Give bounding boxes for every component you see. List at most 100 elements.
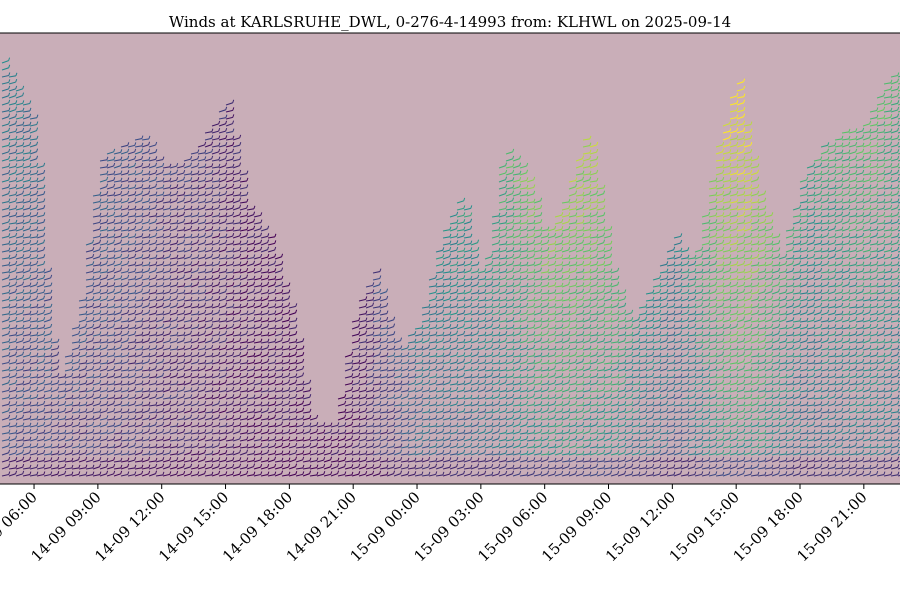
wind-barb-flag [85,456,88,461]
wind-barb-flag [8,120,11,125]
wind-barb [92,417,100,421]
wind-barb-flag [232,331,235,335]
wind-barb [1,257,9,260]
wind-barb-flag [197,471,200,475]
wind-barb [169,257,177,260]
wind-barb [183,354,191,358]
wind-barb [50,467,59,470]
wind-barb [85,452,93,456]
wind-barb [15,137,23,141]
wind-barb-flag [43,330,46,335]
wind-barb [71,467,79,470]
wind-barb-flag [225,183,228,187]
wind-barb-flag [162,275,165,279]
wind-barb [253,396,261,400]
wind-barb-flag [141,470,144,475]
wind-barb-flag [29,247,32,251]
wind-barb-flag [155,351,158,356]
wind-barb-flag [225,155,228,159]
wind-barb-flag [64,407,67,412]
wind-barb [253,453,262,456]
wind-barb-flag [127,260,130,265]
wind-barb [211,235,219,239]
wind-barb [50,446,59,449]
wind-barb-flag [127,345,130,349]
wind-barb-flag [260,310,263,315]
wind-barb-flag [85,408,88,412]
wind-barb-flag [183,435,186,440]
wind-barb [267,305,275,309]
wind-barb-flag [155,345,158,349]
wind-barb [260,298,268,302]
wind-barb-flag [36,386,39,390]
wind-barb [232,222,240,225]
wind-barb-flag [36,435,39,440]
wind-barb-flag [225,288,228,292]
wind-barb-flag [204,365,207,369]
wind-barb-flag [169,394,172,398]
wind-barb [190,284,198,288]
wind-barb-flag [162,225,165,230]
wind-barb [1,74,9,78]
wind-barb-flag [183,380,186,385]
wind-barb [127,158,135,162]
wind-barb-flag [162,415,165,419]
wind-barb [1,102,9,106]
wind-barb-flag [162,401,165,405]
wind-barb-flag [204,422,207,426]
wind-barb [190,347,198,351]
wind-barb [8,284,16,288]
wind-barb [120,270,128,274]
wind-barb [169,263,177,267]
wind-barb [99,396,107,400]
wind-barb [134,424,142,428]
wind-barb-flag [190,344,193,349]
wind-barb [260,418,269,421]
wind-barb-flag [225,282,228,286]
wind-barb [8,242,16,246]
wind-barb-flag [106,289,109,293]
wind-barb-flag [36,127,39,131]
wind-barb-flag [92,330,95,335]
wind-barb-flag [64,435,67,439]
wind-barb [29,277,37,281]
wind-barb-flag [15,128,18,132]
wind-barb [64,424,72,428]
wind-barb-flag [113,247,116,252]
wind-barb [22,116,30,120]
wind-barb-flag [204,149,207,153]
wind-barb [183,222,191,225]
wind-barb [232,403,240,407]
wind-barb [1,271,9,274]
wind-barb-flag [232,365,235,369]
wind-barb-flag [134,456,137,461]
wind-barb [50,417,58,421]
wind-barb-flag [134,379,137,383]
wind-barb [260,334,268,337]
wind-barb [176,445,184,449]
wind-barb [36,312,44,316]
wind-barb-flag [274,288,277,293]
wind-barb-flag [15,324,18,328]
wind-barb-flag [232,275,235,279]
wind-barb-flag [29,218,32,222]
wind-barb-flag [232,463,235,468]
wind-barb-flag [204,380,207,384]
wind-barb [162,340,170,344]
wind-barb [134,417,142,421]
wind-barb-flag [162,408,165,412]
wind-barb [190,292,198,295]
wind-barb-flag [190,274,193,278]
wind-barb [99,179,107,183]
wind-barb-flag [148,302,151,306]
wind-barb-flag [246,415,249,419]
wind-barb [134,200,142,204]
wind-barb-flag [113,267,116,272]
wind-barb [78,390,86,393]
wind-barb [169,466,177,470]
wind-barb [190,361,198,365]
wind-barb [127,235,135,239]
wind-barb [190,165,198,169]
wind-barb [85,467,93,470]
wind-barb [71,459,79,463]
